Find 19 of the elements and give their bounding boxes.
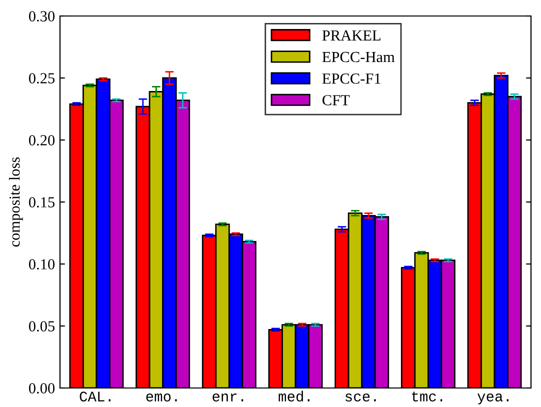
y-axis-title: composite loss <box>8 157 23 247</box>
legend-label: PRAKEL <box>322 30 380 40</box>
y-tick-label: 0.15 <box>28 197 55 208</box>
y-tick-label: 0.10 <box>28 259 55 270</box>
x-tick-label: yea. <box>477 394 508 404</box>
legend-label: CFT <box>322 95 350 106</box>
x-tick-label: sce. <box>346 394 376 402</box>
y-tick-label: 0.00 <box>28 383 55 394</box>
y-tick-label: 0.25 <box>28 73 55 84</box>
y-tick-label: 0.20 <box>28 135 55 146</box>
x-tick-label: CAL. <box>80 392 110 402</box>
x-tick-label: emo. <box>146 394 177 402</box>
y-tick-label: 0.30 <box>28 11 55 22</box>
y-tick-label: 0.05 <box>28 321 55 332</box>
legend-label: EPCC-F1 <box>322 74 380 84</box>
x-tick-label: enr. <box>212 394 244 402</box>
legend-label: EPCC-Ham <box>322 52 395 62</box>
x-tick-label: med. <box>278 390 310 402</box>
x-tick-label: tmc. <box>412 392 442 402</box>
